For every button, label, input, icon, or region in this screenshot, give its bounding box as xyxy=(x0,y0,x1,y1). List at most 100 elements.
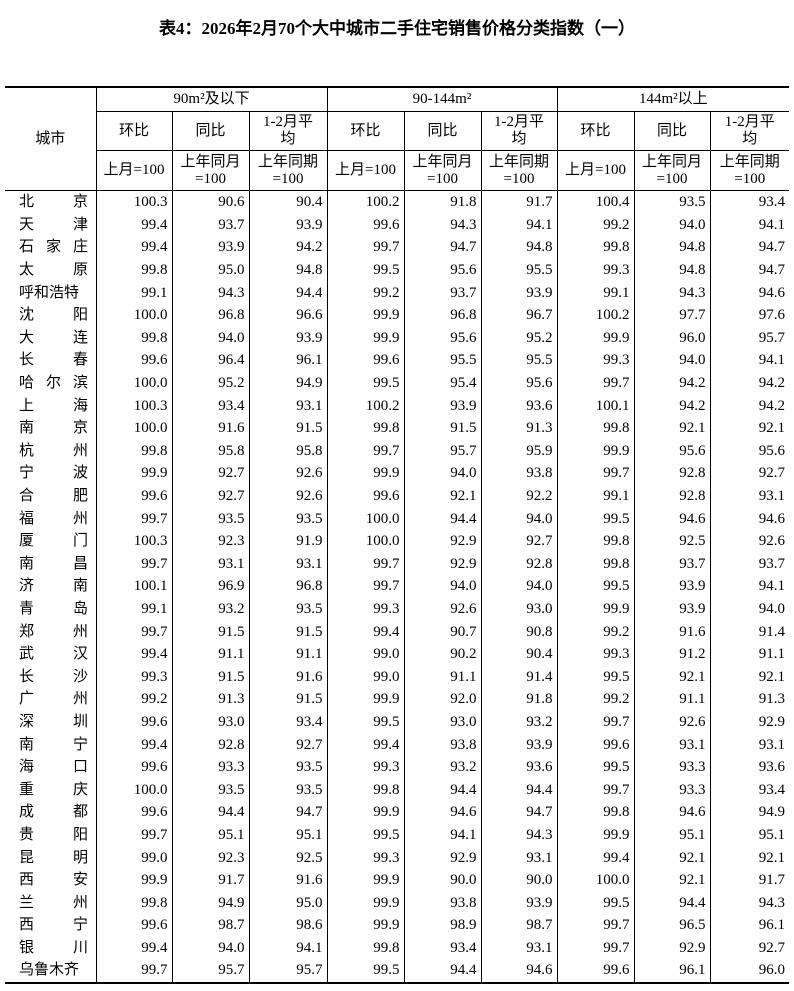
index-value: 99.6 xyxy=(95,349,172,372)
city-cell: 沈阳 xyxy=(5,304,96,327)
index-value: 99.6 xyxy=(326,213,405,237)
city-name: 银川 xyxy=(19,939,128,956)
index-value: 92.1 xyxy=(633,665,711,689)
table-row: 兰州 99.8 94.9 95.0 99.9 93.8 93.9 99.5 94.4 94.3 xyxy=(5,891,790,914)
index-value: 99.8 xyxy=(95,439,172,463)
index-value: 93.2 xyxy=(480,710,558,734)
header-base: 上年同期=100 xyxy=(480,150,558,191)
city-name: 西安 xyxy=(19,872,128,889)
index-value: 92.9 xyxy=(403,552,482,576)
index-value: 93.1 xyxy=(709,484,790,508)
header-base-label: 上年同月=100 xyxy=(180,153,241,187)
index-value: 92.8 xyxy=(171,733,249,756)
index-value: 94.0 xyxy=(633,213,711,237)
index-value: 94.9 xyxy=(171,891,249,914)
index-value: 92.5 xyxy=(633,529,711,553)
index-value: 99.8 xyxy=(326,936,405,960)
index-value: 93.6 xyxy=(480,394,558,417)
header-sub: 1-2月平均 xyxy=(248,111,328,151)
header-base-label: 上年同期=100 xyxy=(489,153,550,187)
table-row: 西宁 99.6 98.7 98.6 99.9 98.9 98.7 99.7 96.5 96.1 xyxy=(5,914,790,937)
index-value: 94.8 xyxy=(248,258,328,282)
table-row: 昆明 99.0 92.3 92.5 99.3 92.9 93.1 99.4 92.1 92.1 xyxy=(5,846,790,869)
index-value: 99.8 xyxy=(95,258,172,282)
index-value: 95.7 xyxy=(709,326,790,350)
header-group: 144m²以上 xyxy=(556,86,790,112)
table-row: 贵阳 99.7 95.1 95.1 99.5 94.1 94.3 99.9 95.1 95.1 xyxy=(5,823,790,847)
city-cell: 宁波 xyxy=(5,462,96,485)
index-value: 99.5 xyxy=(556,507,635,530)
index-value: 99.1 xyxy=(95,281,172,304)
index-value: 93.5 xyxy=(248,597,328,621)
index-value: 95.0 xyxy=(248,891,328,914)
index-value: 92.7 xyxy=(709,462,790,485)
header-base-label: 上年同月=100 xyxy=(642,153,703,187)
index-value: 94.7 xyxy=(480,801,558,824)
header-sub: 1-2月平均 xyxy=(709,111,790,151)
city-cell: 厦门 xyxy=(5,530,96,553)
index-value: 99.4 xyxy=(95,642,172,666)
index-value: 94.7 xyxy=(403,236,482,259)
header-base: 上年同期=100 xyxy=(248,150,328,191)
city-cell: 青岛 xyxy=(5,598,96,621)
city-cell: 海口 xyxy=(5,756,96,779)
table-row: 宁波 99.9 92.7 92.6 99.9 94.0 93.8 99.7 92.8 92.7 xyxy=(5,462,790,485)
city-name: 深圳 xyxy=(19,713,128,730)
index-value: 94.9 xyxy=(709,801,790,824)
header-base-label: 上月=100 xyxy=(103,162,165,178)
index-value: 94.0 xyxy=(171,936,249,960)
table-row: 长春 99.6 96.4 96.1 99.6 95.5 95.5 99.3 94.0 94.1 xyxy=(5,349,790,372)
index-value: 99.2 xyxy=(556,688,635,711)
index-value: 95.2 xyxy=(171,371,249,395)
city-name: 青岛 xyxy=(19,600,128,617)
index-value: 92.6 xyxy=(248,462,328,485)
table-row: 太原 99.8 95.0 94.8 99.5 95.6 95.5 99.3 94.8 94.7 xyxy=(5,258,790,282)
index-value: 91.1 xyxy=(171,642,249,666)
city-name: 兰州 xyxy=(19,894,128,911)
city-name: 沈阳 xyxy=(19,307,128,324)
index-value: 93.1 xyxy=(248,552,328,576)
index-value: 99.9 xyxy=(95,868,172,892)
index-value: 95.1 xyxy=(248,823,328,847)
index-value: 99.8 xyxy=(326,778,405,802)
city-cell: 石家庄 xyxy=(5,236,96,259)
index-value: 99.4 xyxy=(95,213,172,237)
index-value: 91.6 xyxy=(248,665,328,689)
index-value: 98.7 xyxy=(171,914,249,937)
city-name: 重庆 xyxy=(19,781,128,798)
index-value: 91.1 xyxy=(248,642,328,666)
table-title: 表4：2026年2月70个大中城市二手住宅销售价格分类指数（一） xyxy=(159,19,635,38)
index-value: 100.0 xyxy=(326,507,405,530)
index-value: 94.0 xyxy=(171,326,249,350)
table-row: 沈阳 100.0 96.8 96.6 99.9 96.8 96.7 100.2 97.7 97.6 xyxy=(5,303,790,327)
index-value: 99.6 xyxy=(95,755,172,779)
index-value: 99.4 xyxy=(95,236,172,259)
index-value: 90.6 xyxy=(171,190,249,214)
index-value: 100.3 xyxy=(95,529,172,553)
index-value: 91.1 xyxy=(403,665,482,689)
index-value: 99.5 xyxy=(326,823,405,847)
index-value: 99.8 xyxy=(556,529,635,553)
city-name: 长沙 xyxy=(19,668,128,685)
index-value: 99.2 xyxy=(556,620,635,643)
city-name: 南京 xyxy=(19,420,128,437)
index-value: 99.7 xyxy=(95,823,172,847)
city-name: 贵阳 xyxy=(19,826,128,843)
header-group: 90m²及以下 xyxy=(95,86,328,112)
city-cell: 杭州 xyxy=(5,440,96,463)
index-value: 92.6 xyxy=(709,529,790,553)
index-value: 94.1 xyxy=(480,213,558,237)
header-sub-label: 环比 xyxy=(118,122,149,139)
index-value: 100.2 xyxy=(326,394,405,417)
city-name: 厦门 xyxy=(19,533,128,550)
index-value: 93.9 xyxy=(248,213,328,237)
city-cell: 重庆 xyxy=(5,778,96,801)
index-value: 94.1 xyxy=(248,936,328,960)
index-value: 91.7 xyxy=(709,868,790,892)
index-value: 100.0 xyxy=(95,778,172,802)
price-index-table: 城市 90m²及以下 90-144m² 144m²以上 环比 同比 1-2月平均 环比 同比 1-… xyxy=(5,86,790,984)
index-value: 92.2 xyxy=(480,484,558,508)
index-value: 99.9 xyxy=(556,326,635,350)
index-value: 92.3 xyxy=(171,846,249,869)
city-cell: 兰州 xyxy=(5,891,96,914)
